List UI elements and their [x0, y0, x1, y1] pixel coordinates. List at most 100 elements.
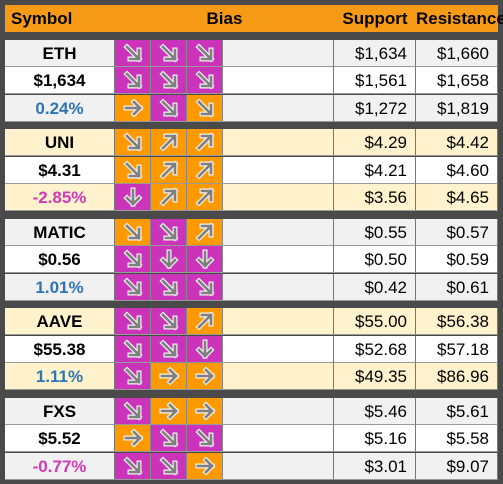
down-arrow-icon [187, 335, 223, 362]
symbol-price: $0.56 [5, 246, 115, 274]
resistance-value: $0.57 [416, 218, 498, 246]
resistance-value: $1,819 [416, 94, 498, 122]
bias-cells [115, 363, 334, 391]
bias-cells [115, 452, 334, 480]
down-right-icon [115, 246, 151, 273]
support-value: $1,634 [334, 39, 416, 67]
resistance-value: $86.96 [416, 363, 498, 391]
right-arrow-icon [187, 452, 223, 479]
down-right-icon [151, 218, 187, 245]
symbol-price: $4.31 [5, 156, 115, 184]
down-right-icon [115, 335, 151, 362]
support-value: $0.42 [334, 273, 416, 301]
up-right-icon [187, 129, 223, 156]
group-separator [5, 211, 498, 219]
up-right-icon [187, 218, 223, 245]
resistance-value: $4.60 [416, 156, 498, 184]
resistance-value: $9.07 [416, 452, 498, 480]
symbol-price: $5.52 [5, 425, 115, 453]
right-arrow-icon [187, 397, 223, 424]
down-right-icon [187, 425, 223, 452]
up-right-icon [187, 308, 223, 335]
symbol-name: ETH [5, 39, 115, 67]
crypto-bias-table: Symbol Bias Support Resistance ETH $1,634 $1,6… [5, 5, 503, 480]
down-right-icon [151, 425, 187, 452]
resistance-value: $0.59 [416, 246, 498, 274]
header-symbol: Symbol [5, 5, 115, 32]
bias-cells [115, 94, 334, 122]
down-right-icon [151, 39, 187, 66]
symbol-change: 1.11% [5, 363, 115, 391]
symbol-change: 1.01% [5, 273, 115, 301]
down-right-icon [115, 273, 151, 300]
resistance-value: $5.58 [416, 425, 498, 453]
up-right-icon [187, 184, 223, 210]
symbol-name: AAVE [5, 308, 115, 336]
right-arrow-icon [151, 363, 187, 390]
down-right-icon [187, 273, 223, 300]
right-arrow-icon [115, 425, 151, 452]
bias-cells [115, 129, 334, 157]
symbol-change: 0.24% [5, 94, 115, 122]
support-value: $0.50 [334, 246, 416, 274]
down-right-icon [151, 335, 187, 362]
resistance-value: $5.61 [416, 397, 498, 425]
support-value: $1,272 [334, 94, 416, 122]
up-right-icon [151, 129, 187, 156]
down-right-icon [151, 308, 187, 335]
down-right-icon [115, 129, 151, 156]
down-arrow-icon [151, 246, 187, 273]
resistance-value: $1,660 [416, 39, 498, 67]
resistance-value: $4.42 [416, 129, 498, 157]
bias-cells [115, 397, 334, 425]
down-right-icon [151, 94, 187, 121]
bias-cells [115, 273, 334, 301]
right-arrow-icon [115, 94, 151, 121]
support-value: $3.56 [334, 184, 416, 211]
down-right-icon [115, 452, 151, 479]
resistance-value: $1,658 [416, 67, 498, 95]
down-arrow-icon [187, 246, 223, 273]
symbol-name: MATIC [5, 218, 115, 246]
down-right-icon [187, 39, 223, 66]
symbol-name: FXS [5, 397, 115, 425]
down-right-icon [115, 39, 151, 66]
bias-cells [115, 425, 334, 453]
symbol-change: -2.85% [5, 184, 115, 211]
bias-cells [115, 39, 334, 67]
bias-cells [115, 184, 334, 211]
resistance-value: $57.18 [416, 335, 498, 363]
bias-cells [115, 246, 334, 274]
group-separator [5, 32, 498, 40]
up-right-icon [151, 156, 187, 183]
support-value: $4.21 [334, 156, 416, 184]
resistance-value: $4.65 [416, 184, 498, 211]
support-value: $52.68 [334, 335, 416, 363]
resistance-value: $56.38 [416, 308, 498, 336]
symbol-price: $55.38 [5, 335, 115, 363]
resistance-value: $0.61 [416, 273, 498, 301]
symbol-price: $1,634 [5, 67, 115, 95]
right-arrow-icon [151, 397, 187, 424]
group-separator [5, 121, 498, 129]
header-bias: Bias [115, 5, 334, 32]
down-right-icon [115, 308, 151, 335]
symbol-change: -0.77% [5, 452, 115, 480]
symbol-name: UNI [5, 129, 115, 157]
support-value: $1,561 [334, 67, 416, 95]
up-right-icon [187, 156, 223, 183]
bias-cells [115, 67, 334, 95]
down-right-icon [151, 67, 187, 94]
support-value: $49.35 [334, 363, 416, 391]
bias-cells [115, 218, 334, 246]
header-support: Support [334, 5, 416, 32]
bias-cells [115, 308, 334, 336]
support-value: $3.01 [334, 452, 416, 480]
down-right-icon [115, 397, 151, 424]
down-right-icon [115, 218, 151, 245]
group-separator [5, 300, 498, 308]
down-right-icon [187, 94, 223, 121]
up-right-icon [151, 184, 187, 210]
support-value: $5.16 [334, 425, 416, 453]
down-arrow-icon [115, 184, 151, 210]
